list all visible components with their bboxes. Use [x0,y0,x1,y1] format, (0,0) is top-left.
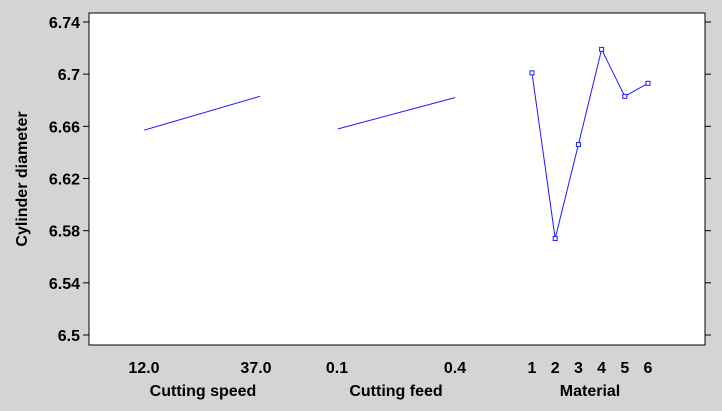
y-tick-label: 6.74 [49,15,80,32]
series-line [531,47,649,239]
data-point [599,46,605,52]
y-tick-label: 6.54 [49,276,80,293]
y-tick-label: 6.5 [58,328,80,345]
x-tick-label: 6 [644,360,653,377]
x-axis-title: Cutting feed [349,383,442,400]
plot-area [88,12,706,346]
y-axis-title: Cylinder diameter [14,111,31,246]
data-point [622,93,628,99]
x-tick-label: 12.0 [128,360,159,377]
panel-3: 1 2 3 4 5 6 Material [528,46,653,400]
x-axis-title: Cutting speed [150,383,257,400]
y-tick-label: 6.7 [58,67,80,84]
data-point [529,70,535,76]
data-point [645,80,651,86]
series-line [337,97,456,130]
x-tick-label: 5 [620,360,629,377]
x-tick-label: 37.0 [240,360,271,377]
x-tick-label: 1 [528,360,537,377]
y-tick-label: 6.66 [49,119,80,136]
x-tick-label: 0.4 [444,360,466,377]
y-axis: 6.74 6.7 6.66 6.62 6.58 6.54 6.5 [49,15,711,345]
x-tick-label: 4 [597,360,606,377]
x-axis-title: Material [560,383,620,400]
x-tick-label: 2 [551,360,560,377]
x-tick-label: 0.1 [326,360,348,377]
data-point [575,142,581,148]
y-tick-label: 6.58 [49,224,80,241]
x-tick-label: 3 [574,360,583,377]
y-tick-label: 6.62 [49,172,80,189]
panel-1: 12.0 37.0 Cutting speed [128,95,272,400]
data-point [552,235,558,241]
series-line [143,95,261,131]
